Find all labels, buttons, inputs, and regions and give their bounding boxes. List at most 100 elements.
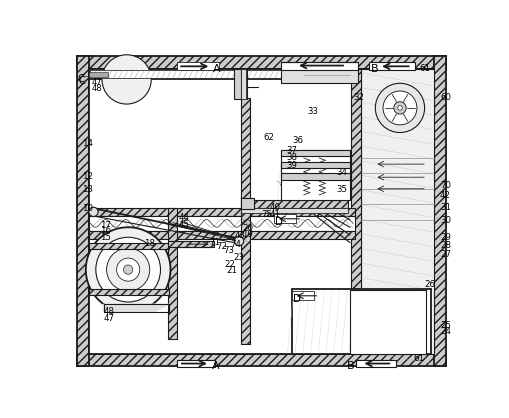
Bar [89, 69, 433, 354]
Bar [274, 214, 295, 223]
Bar [89, 69, 350, 79]
Text: 41: 41 [269, 210, 279, 219]
Bar [280, 150, 349, 200]
Bar [89, 208, 354, 216]
Text: 36: 36 [292, 136, 302, 145]
Text: 60: 60 [439, 92, 450, 102]
Text: 72: 72 [215, 242, 227, 251]
Text: 27: 27 [439, 250, 450, 259]
Text: 13: 13 [82, 185, 93, 194]
Bar [234, 69, 240, 99]
Text: 12: 12 [82, 172, 93, 181]
Text: 24: 24 [439, 327, 450, 336]
Text: 71: 71 [209, 238, 220, 247]
Text: 17: 17 [100, 221, 111, 230]
Bar [433, 56, 445, 366]
Bar [350, 69, 361, 354]
Text: 10: 10 [82, 204, 93, 213]
Text: 75: 75 [261, 209, 272, 219]
Text: D: D [292, 294, 300, 304]
Text: 22: 22 [224, 260, 235, 269]
Text: 34: 34 [335, 168, 347, 177]
Text: 32: 32 [353, 92, 364, 102]
Circle shape [234, 237, 243, 246]
Text: 29: 29 [439, 233, 450, 242]
Text: 18: 18 [144, 239, 154, 248]
Text: 20: 20 [242, 224, 252, 233]
Bar [89, 216, 354, 231]
Bar [89, 289, 168, 295]
Text: 74: 74 [230, 240, 241, 249]
Text: 37: 37 [286, 145, 297, 155]
Text: 16: 16 [100, 227, 111, 235]
Circle shape [123, 265, 132, 274]
Text: 61: 61 [418, 64, 430, 73]
Text: 48: 48 [91, 84, 102, 93]
Bar [240, 69, 245, 99]
Polygon shape [103, 304, 168, 312]
Text: 35: 35 [335, 185, 347, 194]
Bar [280, 173, 349, 179]
Text: A: A [212, 361, 219, 371]
Circle shape [86, 227, 170, 312]
Bar [76, 56, 89, 366]
Text: 39: 39 [286, 161, 297, 170]
Bar [280, 162, 349, 168]
Bar [90, 70, 349, 78]
Text: 21: 21 [227, 266, 237, 275]
Bar [176, 360, 215, 367]
Circle shape [117, 258, 139, 281]
Bar [292, 291, 313, 301]
Text: 47: 47 [91, 78, 102, 87]
Bar [240, 200, 348, 208]
Bar [280, 150, 349, 156]
Text: 14: 14 [82, 139, 93, 148]
Text: 73: 73 [223, 246, 234, 255]
Text: 25: 25 [439, 321, 450, 330]
Bar [349, 291, 426, 354]
Bar [240, 198, 254, 209]
Text: 61: 61 [412, 354, 423, 362]
Text: 23: 23 [233, 252, 244, 262]
Circle shape [382, 91, 416, 125]
Bar [89, 72, 108, 77]
Text: 15: 15 [100, 233, 111, 242]
Circle shape [393, 102, 405, 114]
Circle shape [89, 207, 98, 217]
Bar [280, 69, 357, 82]
Bar [176, 62, 218, 70]
Bar [280, 62, 357, 70]
Bar [361, 69, 433, 354]
Text: 19: 19 [242, 230, 252, 240]
Text: C: C [78, 76, 84, 86]
Bar [89, 231, 354, 239]
Circle shape [397, 106, 402, 110]
Text: 47: 47 [103, 314, 115, 323]
Circle shape [375, 83, 424, 133]
Text: 48: 48 [103, 306, 115, 316]
Text: 62: 62 [263, 133, 274, 142]
Text: B: B [346, 361, 354, 371]
Text: 30: 30 [439, 217, 450, 225]
Text: D: D [275, 217, 282, 227]
Text: 38: 38 [286, 153, 297, 162]
Text: 43: 43 [234, 231, 245, 240]
Text: 70: 70 [439, 181, 450, 190]
Bar [89, 243, 168, 249]
Text: 44: 44 [179, 214, 190, 222]
Text: 28: 28 [439, 241, 450, 250]
Text: 40: 40 [269, 203, 279, 212]
Bar [168, 208, 177, 339]
Circle shape [102, 55, 151, 104]
Text: B: B [370, 64, 378, 74]
Circle shape [106, 248, 150, 291]
Text: 45: 45 [179, 219, 190, 229]
Text: 31: 31 [439, 203, 450, 212]
Text: 26: 26 [424, 280, 435, 288]
Bar [355, 360, 395, 367]
Text: C: C [77, 74, 84, 84]
Bar [240, 208, 348, 213]
Circle shape [96, 237, 160, 302]
Text: 33: 33 [307, 107, 318, 116]
Bar [76, 354, 445, 366]
